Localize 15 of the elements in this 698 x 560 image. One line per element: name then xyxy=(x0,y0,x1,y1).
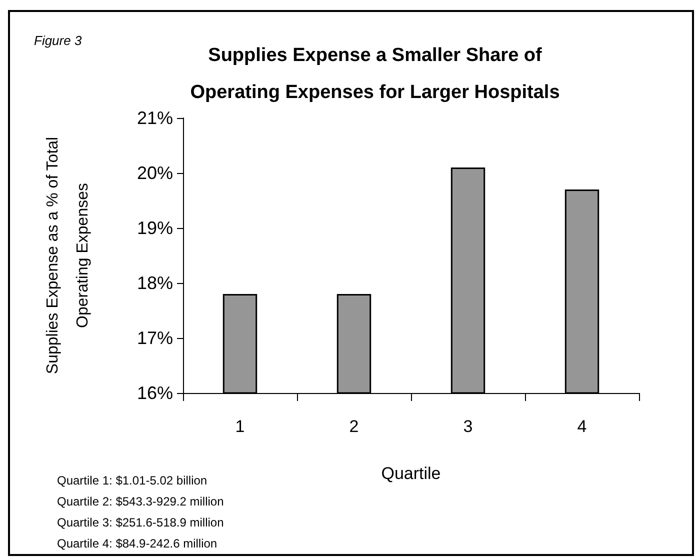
y-tick-label: 18% xyxy=(136,273,173,293)
y-tick-label: 21% xyxy=(136,108,173,128)
x-axis-title: Quartile xyxy=(381,464,441,483)
y-tick-label: 19% xyxy=(136,218,173,238)
x-tick-label: 2 xyxy=(349,417,359,436)
y-tick-label: 16% xyxy=(136,383,173,403)
y-tick-label: 17% xyxy=(136,328,173,348)
caption: Figure 3 xyxy=(34,33,82,48)
x-tick-label: 4 xyxy=(577,417,587,436)
x-tick-label: 3 xyxy=(463,417,473,436)
x-tick-label: 1 xyxy=(235,417,245,436)
y-tick-label: 20% xyxy=(136,163,173,183)
y-axis-title: Supplies Expense as a % of Total Operating Expenses xyxy=(44,136,92,374)
chart-title: Supplies Expense a Smaller Share of Operating Expenses for Larger Hospitals xyxy=(190,45,560,103)
text: Quartile 1: $1.01-5.02 billion Quartile 2: $543.3-929.2 million Quartile 3: $251.6-518.9 million Quartile 4: $84.9-242.6 million xyxy=(57,474,224,550)
